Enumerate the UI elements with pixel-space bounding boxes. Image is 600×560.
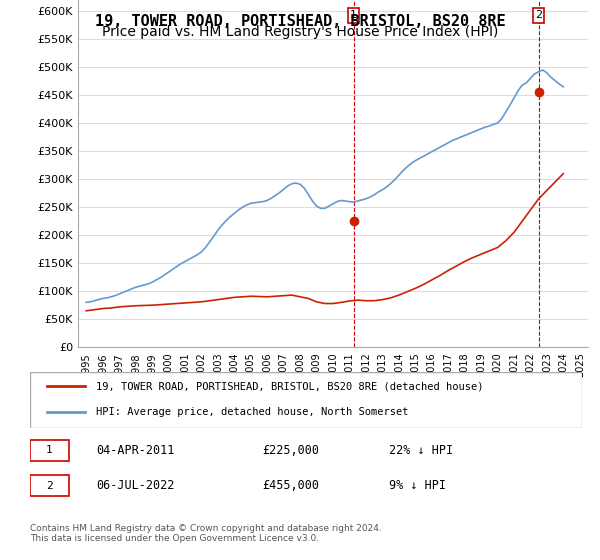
Text: 2: 2 xyxy=(535,11,542,20)
Text: 1: 1 xyxy=(46,445,53,455)
Text: 19, TOWER ROAD, PORTISHEAD, BRISTOL, BS20 8RE (detached house): 19, TOWER ROAD, PORTISHEAD, BRISTOL, BS2… xyxy=(96,381,484,391)
Text: 22% ↓ HPI: 22% ↓ HPI xyxy=(389,444,453,457)
Text: 19, TOWER ROAD, PORTISHEAD, BRISTOL, BS20 8RE: 19, TOWER ROAD, PORTISHEAD, BRISTOL, BS2… xyxy=(95,14,505,29)
FancyBboxPatch shape xyxy=(30,440,68,461)
FancyBboxPatch shape xyxy=(30,372,582,428)
Text: £225,000: £225,000 xyxy=(262,444,319,457)
Text: Contains HM Land Registry data © Crown copyright and database right 2024.
This d: Contains HM Land Registry data © Crown c… xyxy=(30,524,382,543)
Text: 06-JUL-2022: 06-JUL-2022 xyxy=(96,479,175,492)
Text: HPI: Average price, detached house, North Somerset: HPI: Average price, detached house, Nort… xyxy=(96,407,409,417)
Text: 9% ↓ HPI: 9% ↓ HPI xyxy=(389,479,446,492)
FancyBboxPatch shape xyxy=(30,475,68,496)
Text: 04-APR-2011: 04-APR-2011 xyxy=(96,444,175,457)
Text: 1: 1 xyxy=(350,11,357,20)
Text: 2: 2 xyxy=(46,480,53,491)
Text: Price paid vs. HM Land Registry's House Price Index (HPI): Price paid vs. HM Land Registry's House … xyxy=(102,25,498,39)
Text: £455,000: £455,000 xyxy=(262,479,319,492)
